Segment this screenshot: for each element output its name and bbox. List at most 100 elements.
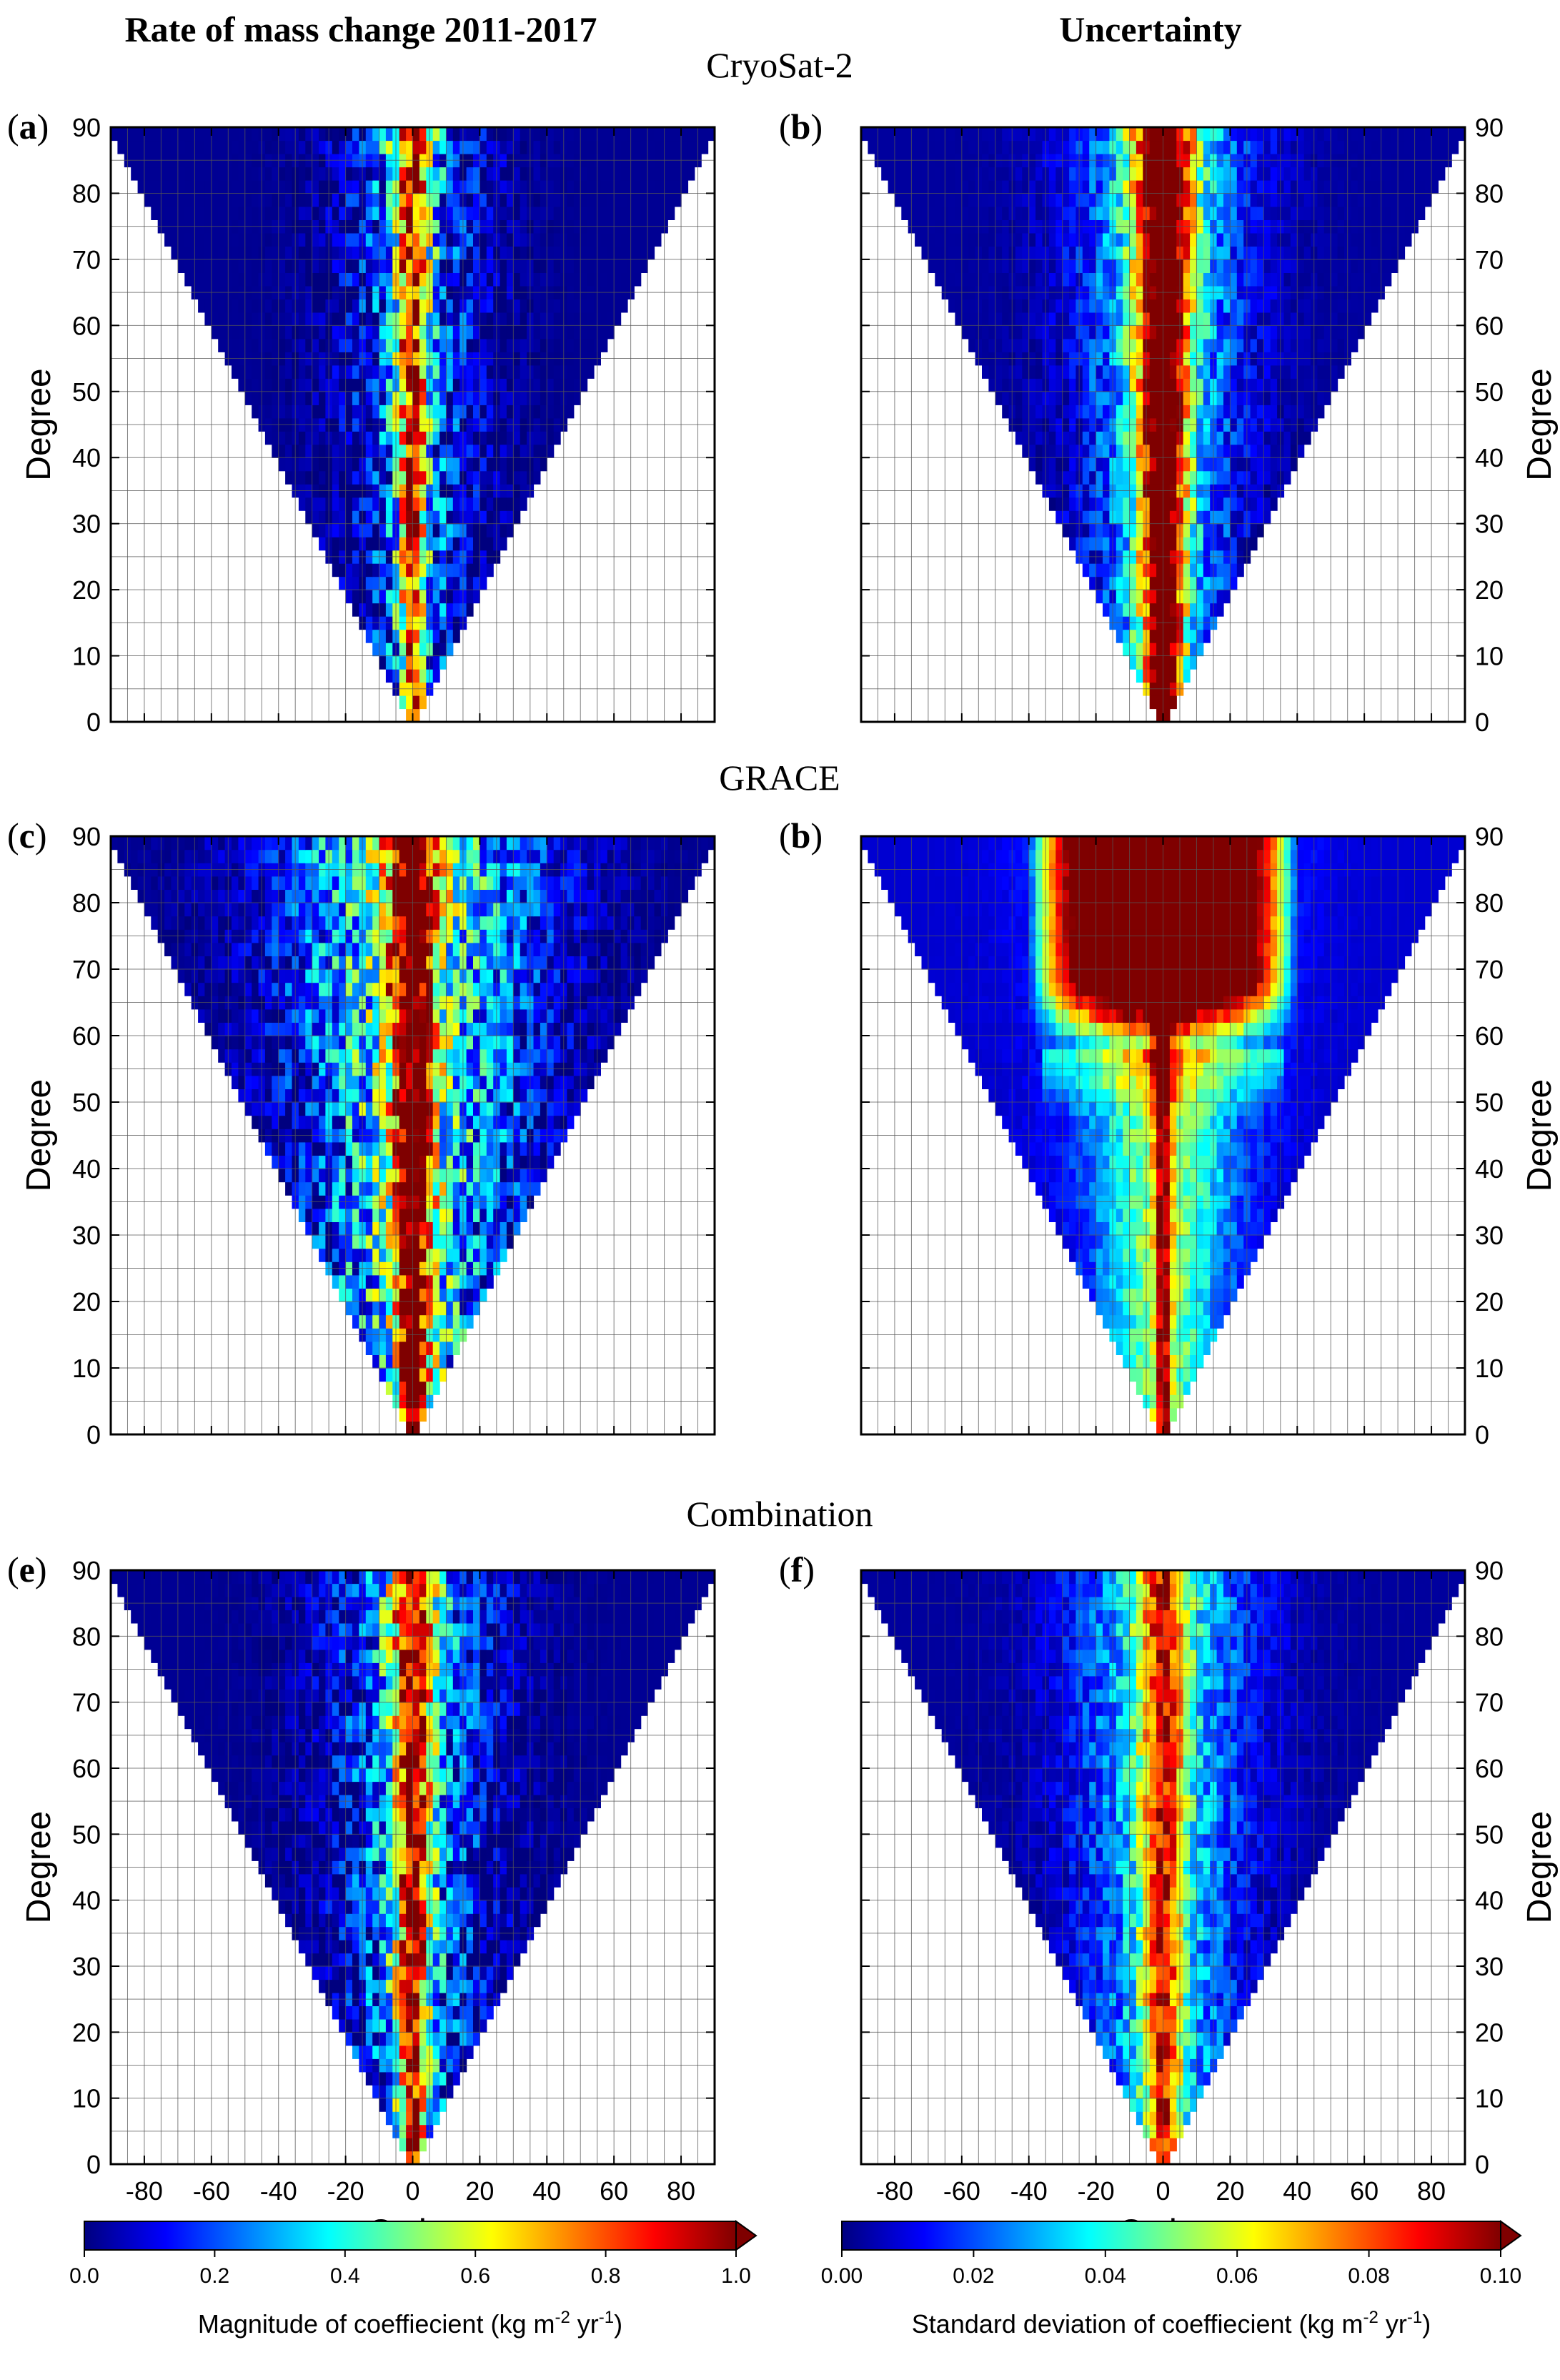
heatmap-cell [238,206,246,220]
heatmap-cell [547,246,555,260]
heatmap-cell [1123,537,1131,551]
heatmap-cell [1169,629,1177,643]
heatmap-cell [406,272,414,287]
heatmap-cell [1116,523,1123,537]
heatmap-cell [1163,457,1171,472]
heatmap-cell [332,312,339,326]
heatmap-cell [1116,272,1123,287]
heatmap-cell [1223,325,1231,339]
heatmap-cell [1190,180,1198,194]
heatmap-cell [607,167,615,181]
heatmap-cell [1351,193,1358,207]
heatmap-cell [1250,431,1258,445]
heatmap-cell [567,299,575,313]
heatmap-cell [961,259,969,273]
heatmap-cell [131,167,139,181]
heatmap-cell [238,167,246,181]
heatmap-cell [1103,246,1110,260]
heatmap-cell [432,1274,440,1289]
heatmap-cell [211,259,219,273]
heatmap-cell [339,206,347,220]
heatmap-cell [915,140,923,154]
heatmap-cell [385,405,393,419]
heatmap-cell [1048,391,1056,405]
heatmap-cell [244,299,252,313]
heatmap-cell [1035,272,1043,287]
heatmap-cell [1290,259,1298,273]
heatmap-cell [399,537,407,551]
heatmap-cell [1364,180,1372,194]
heatmap-cell [466,537,474,551]
heatmap-cell [385,629,393,643]
heatmap-cell [204,140,212,154]
heatmap-cell [1048,272,1056,287]
heatmap-cell [1223,523,1231,537]
heatmap-cell [439,643,447,657]
heatmap-cell [432,431,440,445]
heatmap-cell [1196,206,1204,220]
heatmap-cell [278,140,286,154]
heatmap-cell [1263,470,1271,485]
heatmap-cell [385,444,393,458]
heatmap-cell [365,140,373,154]
heatmap-cell [305,1181,313,1196]
heatmap-cell [486,127,494,142]
heatmap-cell [473,246,480,260]
heatmap-cell [1028,180,1036,194]
heatmap-cell [1196,140,1204,154]
heatmap-cell [365,1169,373,1183]
heatmap-cell [332,272,339,287]
heatmap-cell [1256,338,1264,352]
heatmap-cell [1290,127,1298,142]
heatmap-cell [982,180,989,194]
heatmap-cell [264,193,272,207]
heatmap-cell [305,1221,313,1236]
heatmap-cell [667,140,675,154]
heatmap-cell [1096,510,1103,525]
heatmap-cell [1103,431,1110,445]
heatmap-cell [365,603,373,617]
heatmap-cell [1196,272,1204,287]
heatmap-cell [1303,140,1311,154]
heatmap-cell [707,127,715,142]
heatmap-cell [264,365,272,379]
heatmap-cell [1391,193,1398,207]
heatmap-cell [252,325,259,339]
heatmap-cell [432,405,440,419]
heatmap-cell [1297,312,1305,326]
heatmap-cell [1230,391,1238,405]
heatmap-cell [1136,127,1143,142]
heatmap-cell [1323,378,1331,392]
heatmap-cell [452,325,460,339]
heatmap-cell [567,405,575,419]
heatmap-cell [506,140,514,154]
heatmap-cell [218,312,226,326]
heatmap-cell [1096,140,1103,154]
heatmap-cell [547,325,555,339]
heatmap-cell [399,312,407,326]
heatmap-cell [1082,391,1090,405]
heatmap-cell [1116,497,1123,511]
heatmap-cell [1136,246,1143,260]
heatmap-cell [412,523,420,537]
heatmap-cell [1062,431,1070,445]
heatmap-cell [406,655,414,670]
heatmap-cell [1082,523,1090,537]
heatmap-cell [573,312,581,326]
heatmap-cell [365,232,373,247]
heatmap-cell [372,1341,380,1355]
heatmap-cell [379,1102,387,1116]
heatmap-cell [432,497,440,511]
heatmap-cell [1230,180,1238,194]
heatmap-cell [332,246,339,260]
heatmap-cell [264,391,272,405]
heatmap-cell [379,590,387,604]
heatmap-cell [1062,338,1070,352]
heatmap-cell [1323,272,1331,287]
heatmap-cell [232,193,239,207]
heatmap-cell [1103,312,1110,326]
heatmap-cell [385,523,393,537]
heatmap-cell [533,470,541,485]
heatmap-cell [1022,232,1030,247]
